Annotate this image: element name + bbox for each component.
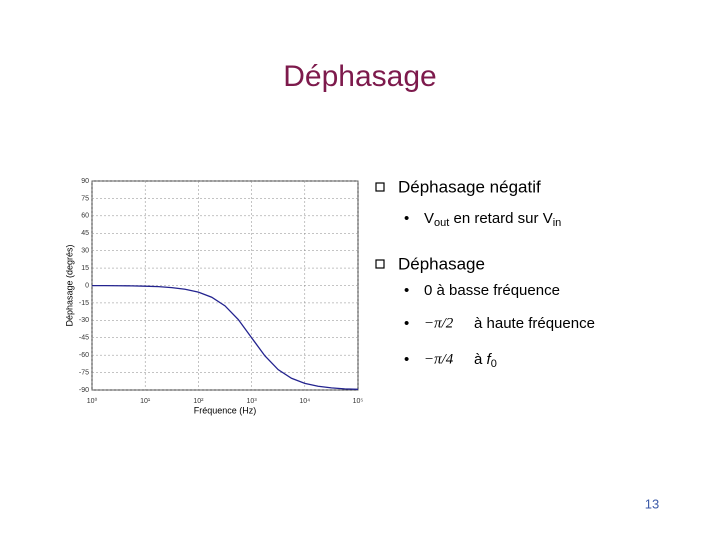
dot: •	[404, 210, 409, 227]
sub-bullet: à f0	[474, 351, 497, 370]
y-tick-label: -15	[79, 300, 89, 307]
y-tick-label: -90	[79, 387, 89, 394]
bullet-icon	[375, 259, 385, 269]
dot: •	[404, 315, 409, 332]
y-tick-label: 15	[81, 265, 89, 272]
x-tick-label: 10³	[247, 398, 258, 405]
y-tick-label: 45	[81, 230, 89, 237]
sub-bullet: à haute fréquence	[474, 315, 595, 332]
bullet: Déphasage négatif	[398, 177, 541, 196]
sub-bullet: 0 à basse fréquence	[424, 282, 560, 299]
subscript: out	[434, 217, 449, 229]
x-tick-label: 10²	[193, 398, 204, 405]
text: à	[474, 351, 487, 368]
text: V	[424, 210, 434, 227]
y-tick-label: -60	[79, 352, 89, 359]
dot: •	[404, 282, 409, 299]
text: en retard sur V	[449, 210, 552, 227]
dot: •	[404, 351, 409, 368]
y-tick-label: 75	[81, 195, 89, 202]
y-tick-label: 60	[81, 213, 89, 220]
sub-bullet: Vout en retard sur Vin	[424, 210, 561, 229]
page-number: 13	[645, 496, 659, 511]
formula: −π/2	[424, 315, 454, 331]
y-tick-label: -30	[79, 317, 89, 324]
x-tick-label: 10⁴	[299, 398, 310, 405]
slide-title: Déphasage	[283, 60, 436, 93]
y-tick-label: -45	[79, 335, 89, 342]
bullet: Déphasage	[398, 254, 485, 273]
y-axis-label: Déphasage (degrés)	[64, 244, 74, 326]
subscript: in	[553, 217, 562, 229]
y-tick-label: 30	[81, 248, 89, 255]
line	[92, 284, 359, 390]
plot: 90 75 60 45 30 15 0 -15 -30 -45 -60 -75 -90 10⁰ 10¹ 10²…	[64, 178, 363, 416]
formula: −π/4	[424, 351, 454, 367]
y-tick-label: 0	[85, 282, 89, 289]
y-tick-label: -75	[79, 369, 89, 376]
bullet-icon	[375, 182, 385, 192]
x-axis-label: Fréquence (Hz)	[194, 405, 257, 415]
x-tick-label: 10⁵	[353, 398, 364, 405]
x-tick-label: 10¹	[140, 398, 151, 405]
x-tick-label: 10⁰	[87, 397, 98, 405]
subscript: 0	[491, 358, 497, 370]
y-tick-label: 90	[81, 178, 89, 185]
text: f	[487, 351, 493, 368]
